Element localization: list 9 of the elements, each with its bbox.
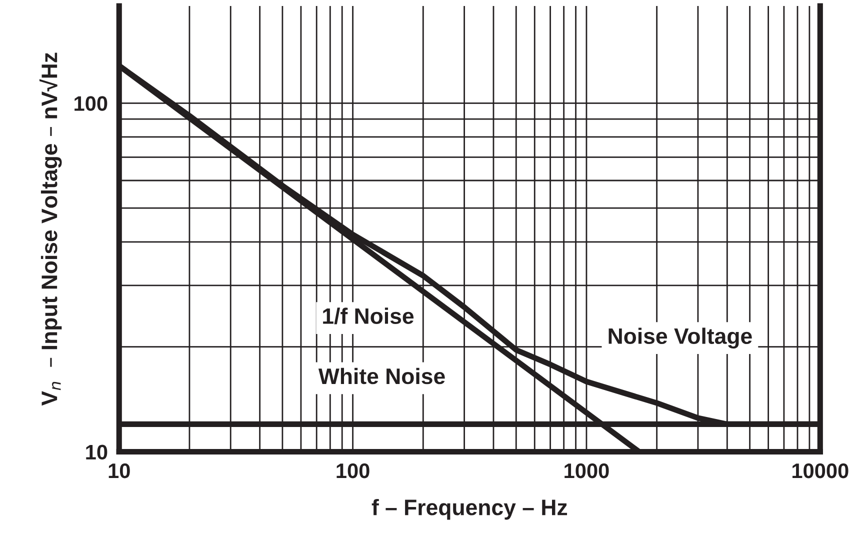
x-tick-label: 100 xyxy=(336,463,370,478)
x-tick-label: 1000 xyxy=(564,463,609,478)
x-tick-label: 10 xyxy=(108,463,130,478)
series-label: 1/f Noise xyxy=(323,308,414,324)
y-axis-title: V$_{n}$ – Input Noise Voltage – nV√Hz xyxy=(39,52,62,406)
x-axis-title: f – Frequency – Hz xyxy=(372,498,568,520)
series-label: White Noise xyxy=(318,368,445,384)
x-tick-label: 10000 xyxy=(792,463,848,478)
series-label: Noise Voltage xyxy=(608,328,752,348)
